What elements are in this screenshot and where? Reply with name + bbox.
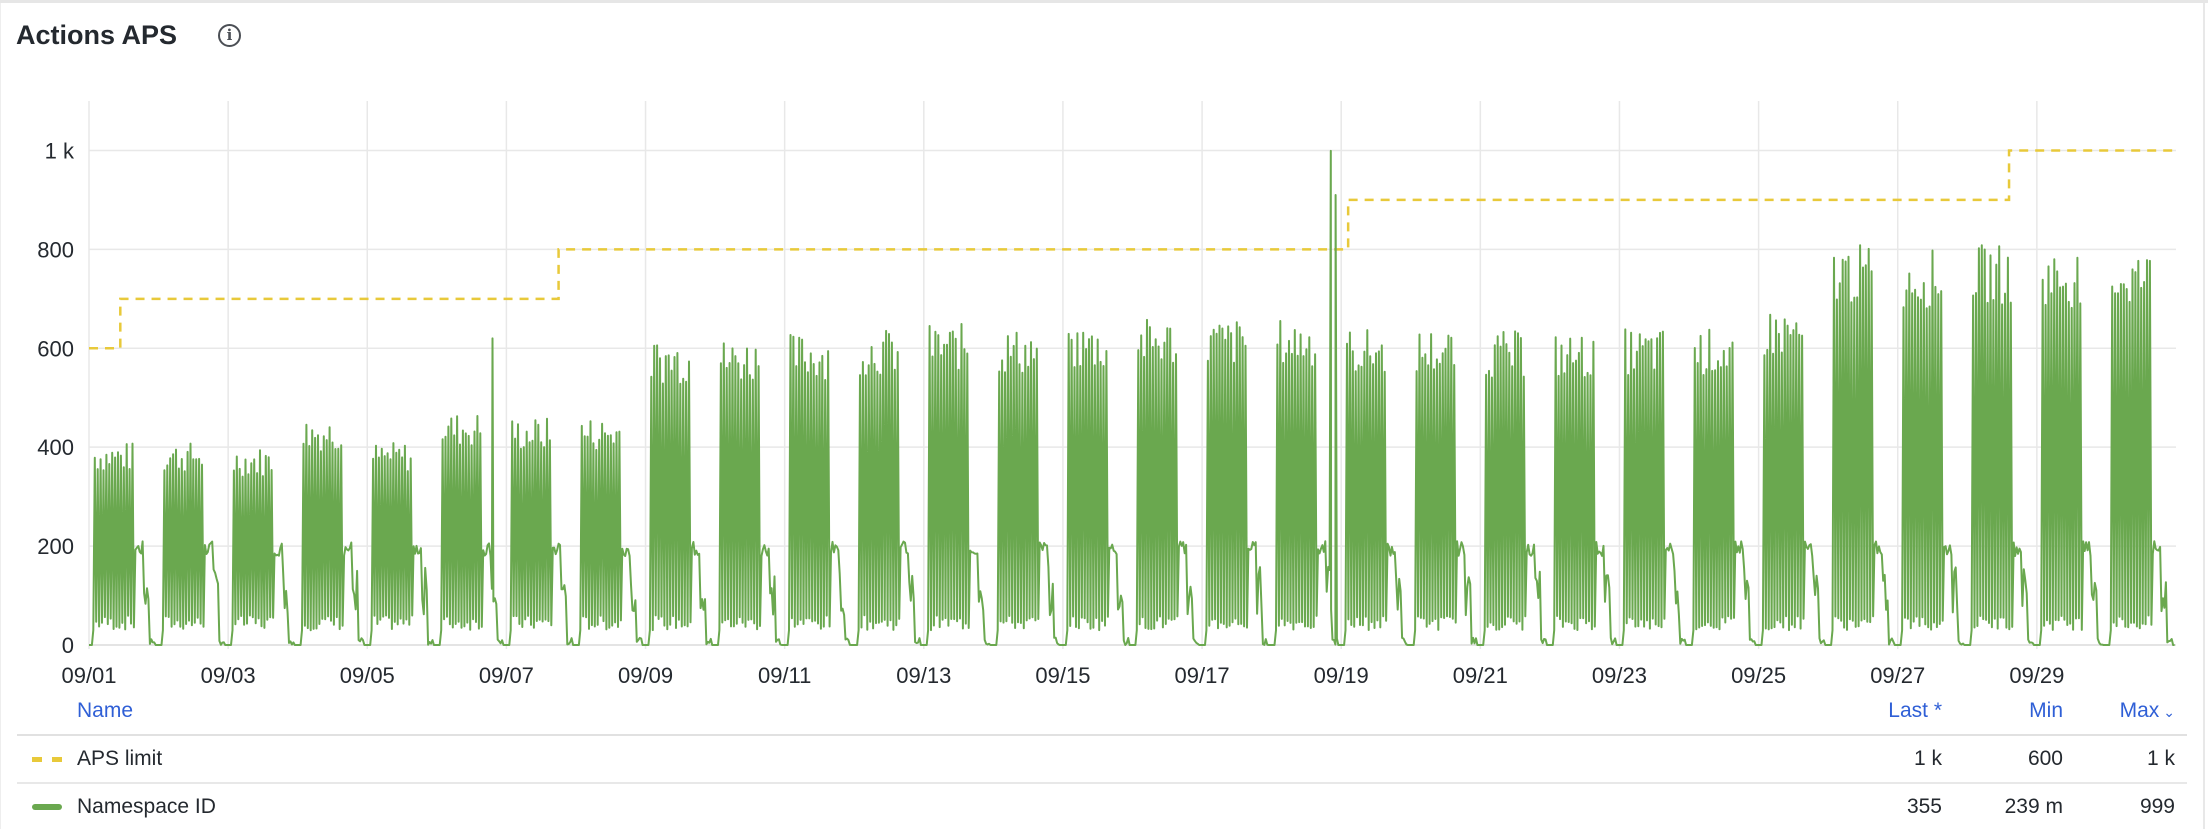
x-tick-label: 09/15: [1035, 663, 1090, 688]
last-value: 355: [1906, 795, 1942, 818]
sort-by-max[interactable]: Max ⌄: [2120, 699, 2175, 723]
max-value: 1 k: [2146, 747, 2175, 770]
x-tick-label: 09/05: [340, 663, 395, 688]
y-tick-label: 200: [37, 534, 74, 559]
x-axis: 09/01 09/03 09/05 09/07 09/09 09/11 09/13 09/15…: [61, 663, 2064, 688]
y-tick-label: 400: [37, 435, 74, 460]
max-header-label: Max: [2119, 699, 2160, 722]
chevron-down-icon: ⌄: [2163, 704, 2175, 720]
y-tick-label: 600: [37, 336, 74, 361]
x-tick-label: 09/07: [479, 663, 534, 688]
legend-row-namespace-id[interactable]: Namespace ID 355 239 m 999: [17, 784, 2187, 830]
y-axis: 0 200 400 600 800 1 k: [37, 138, 75, 658]
x-tick-label: 09/19: [1314, 663, 1369, 688]
panel-title: Actions APS: [16, 20, 178, 50]
x-tick-label: 09/27: [1870, 663, 1925, 688]
series-layer: [89, 149, 2176, 646]
x-tick-label: 09/21: [1453, 663, 1508, 688]
series-name: APS limit: [77, 747, 163, 770]
sort-by-min[interactable]: Min: [2029, 699, 2063, 722]
min-value: 600: [2027, 747, 2063, 770]
series-name: Namespace ID: [77, 795, 216, 818]
y-tick-label: 1 k: [45, 138, 75, 163]
y-tick-label: 0: [62, 633, 74, 658]
x-tick-label: 09/17: [1175, 663, 1230, 688]
legend-row-aps-limit[interactable]: APS limit 1 k 600 1 k: [17, 736, 2187, 784]
solid-line-swatch-icon: [32, 804, 62, 810]
x-tick-label: 09/13: [896, 663, 951, 688]
x-tick-label: 09/29: [2009, 663, 2064, 688]
min-value: 239 m: [2004, 795, 2063, 818]
last-value: 1 k: [1913, 747, 1942, 770]
sort-by-name[interactable]: Name: [77, 699, 134, 722]
legend-table: Name Last * Min Max ⌄ APS limit 1 k 600 1…: [17, 690, 2187, 830]
x-tick-label: 09/23: [1592, 663, 1647, 688]
panel: [0, 3, 2205, 829]
dashed-line-swatch-icon: [32, 757, 62, 762]
legend-header: Name Last * Min Max ⌄: [17, 690, 2187, 736]
aps-limit-line: [89, 149, 2176, 350]
x-tick-label: 09/25: [1731, 663, 1786, 688]
max-value: 999: [2139, 795, 2175, 818]
info-icon[interactable]: i: [218, 24, 241, 47]
sort-by-last[interactable]: Last *: [1888, 699, 1942, 722]
x-tick-label: 09/01: [61, 663, 116, 688]
x-tick-label: 09/03: [201, 663, 256, 688]
x-tick-label: 09/11: [758, 663, 811, 688]
panel-top-border: [0, 0, 2208, 3]
x-tick-label: 09/09: [618, 663, 673, 688]
namespace-id-line: [89, 149, 2175, 646]
y-tick-label: 800: [37, 237, 74, 262]
